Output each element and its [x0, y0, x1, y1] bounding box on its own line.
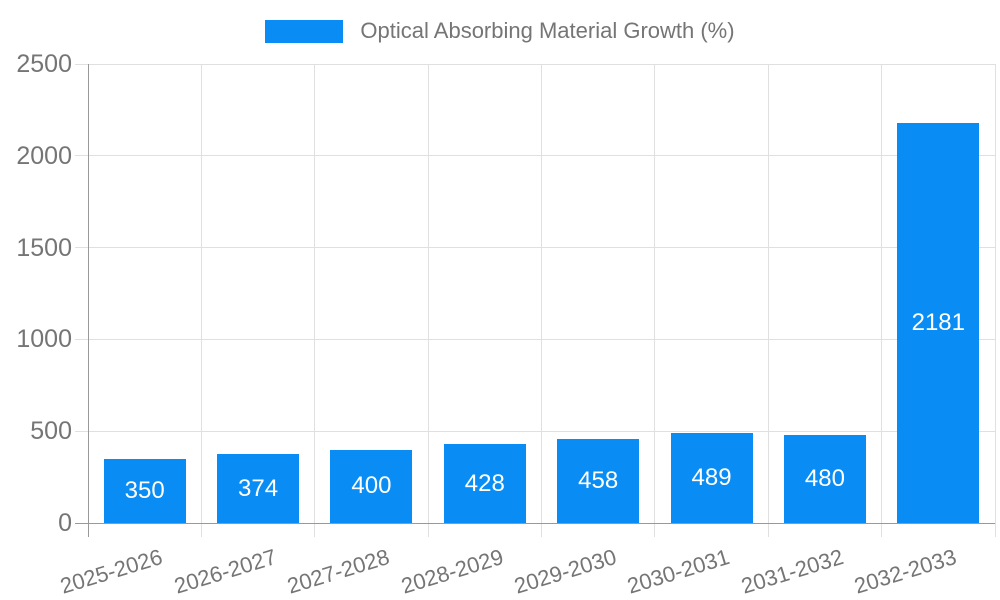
x-tick-label: 2031-2032 — [738, 544, 846, 599]
gridline-v — [541, 64, 542, 537]
bar-value-label: 2181 — [911, 308, 965, 336]
bar-value-label: 428 — [464, 469, 505, 497]
chart-legend: Optical Absorbing Material Growth (%) — [0, 18, 1000, 44]
y-tick-label: 2000 — [16, 141, 72, 170]
x-tick-label: 2032-2033 — [851, 544, 960, 599]
gridline-h — [75, 63, 995, 65]
bar-value-label: 489 — [691, 464, 732, 492]
gridline-v — [881, 64, 883, 537]
x-tick-label: 2026-2027 — [171, 544, 280, 599]
y-tick-label: 1500 — [16, 233, 72, 262]
bar — [783, 434, 866, 523]
y-tick-label: 1000 — [16, 325, 72, 354]
x-tick-label: 2030-2031 — [624, 544, 733, 599]
chart-title: Optical Absorbing Material Growth (%) — [360, 18, 735, 43]
gridline-h — [75, 338, 995, 340]
gridline-h — [75, 430, 995, 432]
y-tick-label: 500 — [30, 417, 72, 446]
x-tick-label: 2027-2028 — [284, 544, 393, 599]
gridline-h — [75, 247, 995, 249]
bar — [330, 449, 413, 523]
x-tick-label: 2028-2029 — [397, 544, 506, 599]
y-axis-line — [88, 64, 89, 537]
bar — [897, 122, 980, 523]
bar — [557, 438, 640, 523]
gridline-v — [427, 64, 429, 537]
bar-value-label: 400 — [351, 472, 392, 500]
legend-swatch — [265, 19, 344, 43]
y-tick-label: 2500 — [16, 50, 72, 78]
bar-value-label: 458 — [578, 466, 619, 494]
gridline-h — [75, 155, 995, 157]
y-tick-label: 0 — [58, 509, 72, 537]
bar — [103, 458, 186, 523]
bar-value-label: 350 — [124, 476, 165, 504]
bar — [217, 454, 300, 523]
gridline-v — [767, 64, 769, 537]
gridline-v — [314, 64, 316, 537]
x-tick-label: 2025-2026 — [57, 544, 166, 599]
gridline-v — [654, 64, 656, 537]
bar-value-label: 480 — [804, 464, 845, 492]
gridline-v — [994, 64, 996, 537]
x-axis-line — [75, 523, 995, 524]
bar — [443, 444, 526, 523]
gridline-v — [200, 64, 202, 537]
x-tick-label: 2029-2030 — [511, 544, 620, 599]
bar — [670, 433, 753, 523]
bar-value-label: 374 — [238, 474, 279, 502]
